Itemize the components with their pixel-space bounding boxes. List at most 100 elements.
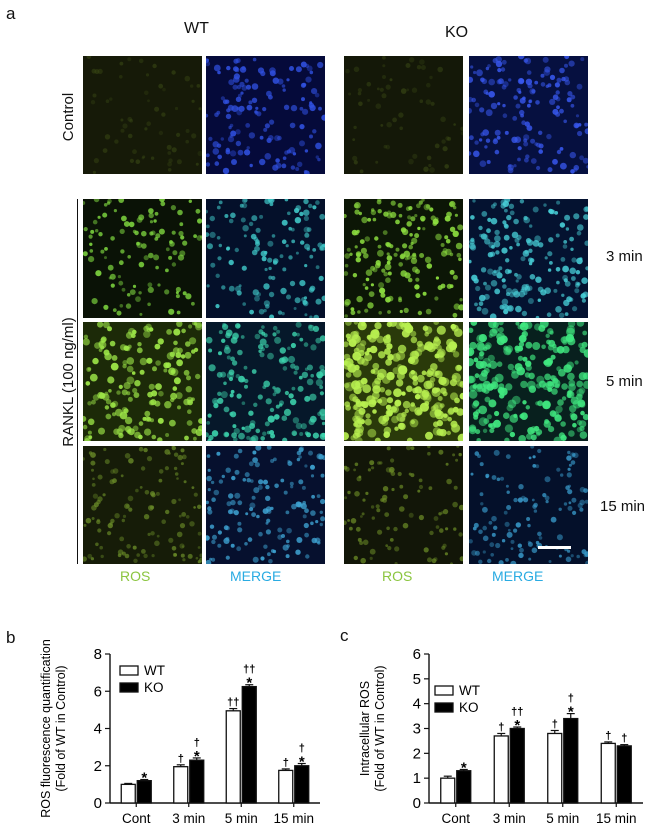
cell-dot (281, 415, 288, 421)
cell-dot (423, 166, 429, 172)
cell-dot (574, 288, 580, 294)
cell-dot (576, 419, 582, 426)
cell-dot (216, 110, 221, 115)
cell-dot (150, 531, 155, 536)
cell-dot (555, 111, 561, 117)
cell-dot (315, 200, 320, 205)
x-tick-label: 3 min (493, 811, 526, 826)
cell-dot (215, 273, 220, 278)
y-tick-label: 0 (413, 795, 421, 812)
cell-dot (86, 56, 92, 59)
cell-dot (83, 415, 87, 422)
cell-dot (485, 284, 491, 291)
cell-dot (83, 338, 90, 346)
cell-dot (217, 530, 222, 535)
cell-dot (583, 488, 588, 493)
cell-dot (319, 409, 325, 416)
y-axis-label: (Fold of WT in Control) (373, 665, 387, 791)
cell-dot (534, 142, 538, 146)
cell-dot (347, 490, 351, 495)
cell-dot (121, 215, 127, 222)
cell-dot (404, 408, 409, 414)
cell-dot (370, 283, 374, 287)
cell-dot (379, 287, 386, 294)
cell-dot (258, 479, 264, 485)
cell-dot (567, 450, 571, 455)
cell-dot (228, 218, 234, 224)
cell-dot (354, 209, 360, 215)
cell-dot (92, 477, 95, 481)
cell-dot (399, 506, 405, 512)
cell-dot (264, 421, 270, 427)
significance-dagger: † (283, 757, 289, 769)
cell-dot (246, 104, 253, 111)
cell-dot (576, 554, 580, 559)
cell-dot (93, 158, 99, 164)
cell-dot (442, 248, 448, 253)
cell-dot (505, 454, 511, 459)
cell-dot (579, 155, 584, 161)
cell-dot (132, 149, 137, 155)
cell-dot (268, 291, 275, 298)
cell-dot (88, 256, 95, 263)
cell-dot (525, 78, 533, 85)
cell-dot (182, 240, 188, 246)
micrograph-15min-merge-ko (469, 446, 588, 564)
cell-dot (308, 203, 313, 209)
cell-dot (537, 298, 541, 302)
cell-dot (584, 240, 588, 246)
cell-dot (488, 78, 495, 86)
cell-dot (274, 135, 281, 142)
cell-dot (457, 224, 463, 231)
cell-dot (382, 230, 388, 235)
cell-dot (144, 428, 152, 436)
cell-dot (344, 253, 351, 259)
cell-dot (378, 282, 385, 289)
cell-dot (231, 159, 237, 165)
cell-dot (482, 129, 489, 136)
cell-dot (478, 301, 484, 306)
cell-dot (576, 388, 584, 397)
cell-dot (226, 246, 230, 251)
cell-dot (353, 555, 358, 561)
cell-dot (385, 467, 392, 473)
cell-dot (247, 537, 253, 542)
cell-dot (416, 65, 422, 70)
cell-dot (585, 560, 588, 564)
cell-dot (522, 96, 526, 101)
cell-dot (354, 230, 359, 236)
time-label-3min: 3 min (606, 248, 643, 265)
cell-dot (541, 344, 546, 350)
cell-dot (553, 436, 562, 441)
cell-dot (123, 221, 130, 227)
cell-dot (192, 322, 196, 326)
significance-dagger: † (552, 718, 558, 730)
cell-dot (175, 352, 182, 359)
cell-dot (139, 369, 145, 375)
cell-dot (543, 69, 551, 76)
cell-dot (231, 475, 236, 481)
cell-dot (301, 371, 309, 379)
cell-dot (223, 381, 227, 386)
cell-dot (217, 70, 221, 75)
cell-dot (206, 421, 211, 425)
cell-dot (473, 70, 477, 75)
cell-dot (408, 356, 414, 362)
cell-dot (375, 504, 380, 509)
cell-dot (195, 556, 199, 560)
cell-dot (405, 63, 411, 68)
cell-dot (306, 378, 314, 386)
cell-dot (567, 322, 576, 328)
cell-dot (309, 254, 314, 259)
cell-dot (416, 374, 425, 383)
cell-dot (366, 334, 372, 340)
cell-dot (297, 161, 303, 167)
cell-dot (268, 266, 272, 271)
bar-wt (600, 742, 616, 804)
cell-dot (506, 292, 510, 297)
cell-dot (242, 225, 249, 232)
cell-dot (383, 144, 388, 149)
cell-dot (515, 103, 521, 109)
cell-dot (406, 437, 413, 441)
cell-dot (87, 418, 95, 426)
